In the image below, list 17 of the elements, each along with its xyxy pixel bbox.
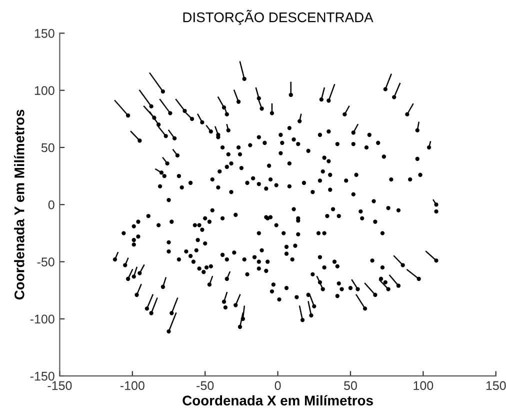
x-axis-title: Coordenada X em Milímetros bbox=[182, 395, 373, 406]
x-tick-label: 100 bbox=[414, 381, 434, 390]
y-tick-label: 100 bbox=[34, 86, 54, 95]
x-tick-label: 0 bbox=[274, 381, 281, 390]
x-tick-label: 150 bbox=[486, 381, 506, 390]
x-tick-label: -150 bbox=[48, 381, 72, 390]
y-tick-label: 0 bbox=[48, 200, 54, 210]
y-axis-title: Coordenada Y em Milímetros bbox=[14, 110, 24, 300]
y-tick-label: -100 bbox=[30, 314, 54, 324]
y-tick-label: -150 bbox=[30, 372, 54, 381]
y-tick-label: 50 bbox=[41, 143, 54, 152]
chart-title: DISTORÇÃO DESCENTRADA bbox=[183, 10, 374, 26]
x-tick-label: -100 bbox=[120, 381, 144, 390]
x-tick-label: -50 bbox=[196, 381, 214, 390]
y-tick-label: -50 bbox=[37, 258, 54, 266]
x-tick-label: 50 bbox=[344, 381, 357, 390]
y-tick-label: 150 bbox=[34, 29, 54, 38]
